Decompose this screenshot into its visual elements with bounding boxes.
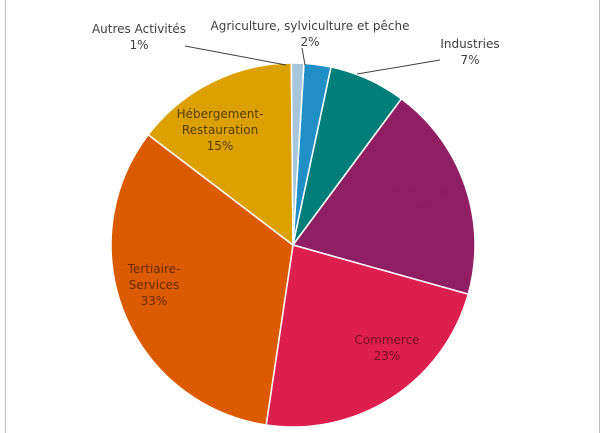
- pie-slice: [265, 244, 470, 428]
- slice-label: Industries 7%: [440, 37, 499, 67]
- leader-line: [184, 45, 287, 66]
- chart-frame: [5, 0, 600, 433]
- slice-label: Agriculture, sylviculture et pêche 2%: [211, 19, 410, 49]
- slice-label: Tertiaire-Services 33%: [127, 262, 181, 308]
- leader-line: [356, 59, 441, 75]
- leader-line: [301, 47, 306, 66]
- pie-slice: [291, 97, 476, 296]
- slice-label: Autres Activités 1%: [92, 22, 186, 52]
- pie-slice: [110, 133, 294, 426]
- slice-label: Construction 19%: [378, 185, 454, 215]
- slice-label: Commerce 23%: [354, 333, 419, 363]
- slice-label: Hébergement-Restauration 15%: [177, 107, 264, 153]
- pie-slice: [290, 62, 305, 246]
